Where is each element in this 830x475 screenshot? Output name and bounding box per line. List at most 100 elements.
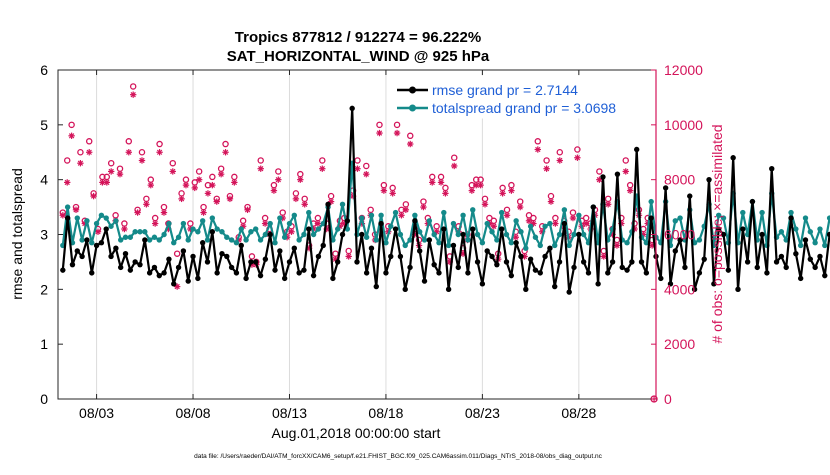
obs-assimilated-marker (226, 195, 234, 203)
obs-assimilated-stroke (438, 179, 444, 186)
totalspread-point (421, 237, 428, 243)
totalspread-point (793, 226, 799, 232)
totalspread-point (98, 212, 105, 219)
totalspread-point (253, 226, 259, 232)
obs-assimilated-marker (512, 234, 520, 241)
obs-assimilated-stroke (130, 92, 136, 98)
rmse-point (470, 226, 476, 232)
totalspread-point (802, 215, 809, 221)
obs-possible-marker (239, 217, 247, 225)
obs-possible-marker (556, 148, 564, 156)
obs-assimilated-marker (204, 190, 212, 197)
obs-assimilated-marker (270, 187, 278, 194)
rmse-point (788, 215, 794, 221)
rmse-point (807, 256, 814, 262)
obs-assimilated-marker (301, 201, 308, 208)
obs-possible-marker (543, 157, 550, 164)
obs-possible-marker (279, 209, 286, 216)
totalspread-point (431, 231, 437, 238)
y-right-tick-label: 12000 (664, 62, 703, 78)
totalspread-point (195, 229, 201, 235)
obs-assimilated-marker (59, 212, 67, 219)
rmse-point (257, 272, 264, 279)
totalspread-point (74, 215, 80, 221)
obs-possible-marker (508, 181, 515, 189)
totalspread-point (542, 223, 548, 229)
rmse-line (61, 107, 830, 294)
rmse-point (725, 267, 732, 273)
rmse-point (301, 267, 307, 273)
rmse-point (267, 231, 273, 238)
obs-assimilated-stroke (583, 220, 589, 227)
rmse-point (744, 259, 751, 265)
totalspread-point (132, 229, 138, 235)
obs-assimilated-marker (191, 184, 198, 192)
rmse-point (605, 270, 611, 276)
obs-possible-marker (107, 159, 115, 167)
rmse-point (392, 226, 399, 232)
rmse-point (146, 270, 153, 276)
rmse-point (412, 218, 418, 224)
totalspread-point (161, 231, 167, 238)
obs-assimilated-marker (151, 220, 159, 227)
totalspread-point (580, 231, 587, 238)
totalspread-point (788, 209, 794, 216)
obs-possible-marker (160, 203, 168, 211)
obs-assimilated-stroke (214, 198, 220, 205)
obs-possible-marker (552, 214, 559, 222)
rmse-point (233, 270, 240, 276)
rmse-point (585, 270, 592, 276)
rmse-point (778, 253, 785, 260)
totalspread-point (233, 240, 240, 246)
obs-assimilated-marker (125, 149, 132, 156)
totalspread-point (335, 226, 341, 232)
totalspread-point (113, 218, 119, 224)
rmse-point (383, 270, 389, 276)
obs-possible-marker (63, 157, 71, 164)
obs-assimilated-stroke (332, 256, 339, 262)
rmse-point (180, 248, 187, 254)
obs-assimilated-stroke (288, 229, 295, 235)
rmse-point (561, 220, 568, 227)
totalspread-point (122, 234, 129, 240)
obs-assimilated-marker (398, 212, 405, 219)
rmse-point (797, 275, 804, 282)
obs-possible-marker (151, 214, 159, 222)
totalspread-point (137, 229, 143, 235)
rmse-point (793, 250, 799, 257)
totalspread-point (214, 226, 220, 232)
totalspread-point (402, 242, 408, 249)
obs-assimilated-marker (222, 149, 229, 156)
totalspread-point (527, 223, 534, 229)
obs-assimilated-stroke (108, 168, 114, 175)
obs-assimilated-marker (178, 195, 185, 203)
obs-assimilated-marker (143, 201, 150, 208)
y-right-tick-label: 2000 (664, 336, 695, 352)
obs-assimilated-stroke (394, 130, 400, 136)
totalspread-point (479, 240, 486, 246)
rmse-point (190, 253, 196, 260)
totalspread-point (248, 229, 254, 235)
obs-assimilated-marker (121, 225, 128, 233)
rmse-point (715, 226, 722, 232)
obs-possible-marker (530, 214, 537, 222)
obs-possible-marker (248, 253, 256, 260)
obs-assimilated-marker (103, 179, 111, 186)
totalspread-point (450, 220, 457, 227)
obs-assimilated-stroke (517, 204, 523, 210)
obs-possible-marker (402, 201, 410, 208)
rmse-point (701, 256, 707, 262)
rmse-point (812, 264, 818, 271)
obs-assimilated-marker (86, 149, 93, 156)
legend: rmse grand pr = 2.7144 totalspread grand… (392, 75, 652, 119)
totalspread-point (175, 234, 182, 240)
totalspread-point (171, 240, 177, 246)
rmse-point (407, 264, 413, 271)
rmse-point (113, 245, 119, 251)
obs-assimilated-stroke (86, 149, 92, 155)
rmse-point (224, 253, 230, 260)
obs-assimilated-stroke (363, 171, 369, 177)
data-layer (59, 83, 830, 403)
rmse-point (624, 267, 630, 273)
obs-possible-marker (314, 214, 322, 222)
